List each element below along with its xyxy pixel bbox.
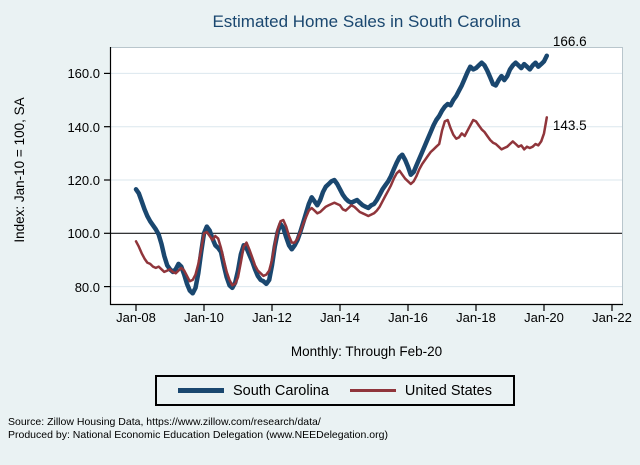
legend: South Carolina United States xyxy=(155,375,515,406)
source-line-1: Source: Zillow Housing Data, https://www… xyxy=(8,416,321,428)
x-tick-label: Jan-08 xyxy=(116,310,156,325)
legend-entry: United States xyxy=(349,382,492,399)
y-tick-label: 160.0 xyxy=(67,66,100,82)
x-tick-label: Jan-14 xyxy=(320,310,360,325)
x-tick-label: Jan-20 xyxy=(524,310,564,325)
source-note: Source: Zillow Housing Data, https://www… xyxy=(8,416,608,442)
x-tick-label: Jan-18 xyxy=(456,310,496,325)
plot-area xyxy=(104,47,623,311)
y-axis-title: Index: Jan-10 = 100, SA xyxy=(12,97,27,243)
legend-line-swatch xyxy=(349,389,396,392)
plot-svg xyxy=(104,47,623,311)
chart-caption: Monthly: Through Feb-20 xyxy=(290,344,443,359)
source-line-2: Produced by: National Economic Education… xyxy=(8,429,388,441)
end-value-label: 166.6 xyxy=(552,33,587,49)
legend-label: South Carolina xyxy=(233,382,329,399)
x-tick-label: Jan-12 xyxy=(252,310,292,325)
end-value-label: 143.5 xyxy=(552,118,587,134)
series-line-united-states xyxy=(134,116,549,287)
plot-border xyxy=(110,47,623,305)
y-tick-label: 140.0 xyxy=(67,119,100,135)
legend-line-swatch xyxy=(178,388,224,393)
y-tick-label: 120.0 xyxy=(67,173,100,188)
legend-label: United States xyxy=(404,382,492,399)
x-tick-label: Jan-10 xyxy=(184,310,224,325)
y-tick-label: 80.0 xyxy=(74,279,100,295)
chart-title: Estimated Home Sales in South Carolina xyxy=(212,12,521,31)
y-tick-label: 100.0 xyxy=(67,226,100,242)
x-tick-label: Jan-16 xyxy=(388,310,428,325)
series-line-south-carolina xyxy=(133,53,550,296)
x-tick-label: Jan-22 xyxy=(592,310,632,325)
legend-entry: South Carolina xyxy=(178,383,329,399)
